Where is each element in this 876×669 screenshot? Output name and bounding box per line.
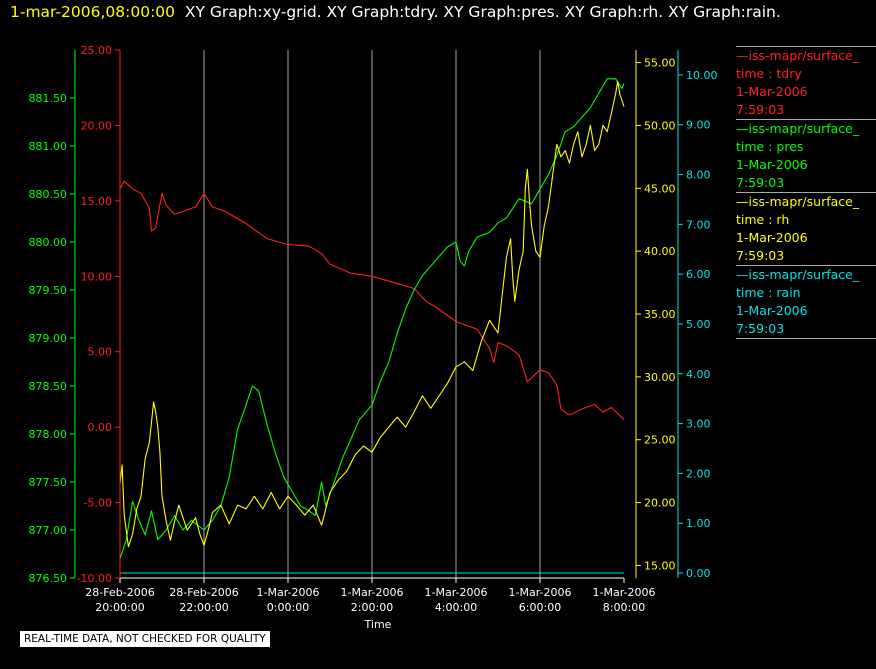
- legend-date: 1-Mar-2006: [736, 230, 808, 245]
- legend-time: 7:59:03: [736, 321, 785, 336]
- series-line-rh: [119, 80, 625, 548]
- rh-tick-label: 30.00: [644, 371, 676, 384]
- legend-source: —iss-mapr/surface_: [736, 121, 860, 136]
- tdry-tick-label: -10.00: [77, 572, 112, 585]
- header: 1-mar-2006,08:00:00 XY Graph:xy-grid. XY…: [10, 3, 781, 25]
- tdry-tick-label: 10.00: [81, 270, 113, 283]
- rain-tick-label: 1.00: [686, 517, 711, 530]
- legend-field: time : rh: [736, 212, 790, 227]
- tdry-tick-label: -5.00: [84, 497, 112, 510]
- series-line-pres: [119, 78, 625, 559]
- rh-tick-label: 35.00: [644, 308, 676, 321]
- x-tick-label: 1-Mar-2006: [425, 586, 488, 599]
- tdry-tick-label: 25.00: [81, 44, 113, 57]
- rh-tick-label: 25.00: [644, 434, 676, 447]
- legend-date: 1-Mar-2006: [736, 84, 808, 99]
- x-tick-label: 28-Feb-2006: [85, 586, 154, 599]
- legend-entry-rain: —iss-mapr/surface_ time : rain 1-Mar-200…: [736, 265, 876, 339]
- x-tick-label: 6:00:00: [519, 601, 561, 614]
- grid-layer: [203, 50, 541, 578]
- pres-tick-label: 880.00: [29, 236, 68, 249]
- rain-tick-label: 7.00: [686, 218, 711, 231]
- axis-layer: 28-Feb-2006 20:00:00 28-Feb-2006 22:00:00 1-…: [29, 44, 718, 614]
- x-tick-label: 20:00:00: [95, 601, 144, 614]
- legend-field: time : rain: [736, 285, 801, 300]
- rh-tick-label: 20.00: [644, 497, 676, 510]
- pres-tick-label: 876.50: [29, 572, 68, 585]
- pres-tick-label: 881.00: [29, 140, 68, 153]
- header-graph-list: XY Graph:xy-grid. XY Graph:tdry. XY Grap…: [184, 3, 781, 21]
- pres-tick-label: 881.50: [29, 92, 68, 105]
- tdry-tick-label: 15.00: [81, 195, 113, 208]
- rh-tick-label: 15.00: [644, 559, 676, 572]
- rain-tick-label: 3.00: [686, 418, 711, 431]
- rh-tick-label: 45.00: [644, 182, 676, 195]
- tdry-tick-label: 20.00: [81, 119, 113, 132]
- x-tick-label: 8:00:00: [603, 601, 645, 614]
- rain-tick-label: 9.00: [686, 119, 711, 132]
- tdry-tick-label: 0.00: [88, 421, 113, 434]
- pres-tick-label: 878.00: [29, 428, 68, 441]
- legend-entry-tdry: —iss-mapr/surface_ time : tdry 1-Mar-200…: [736, 46, 876, 119]
- legend: —iss-mapr/surface_ time : tdry 1-Mar-200…: [736, 46, 876, 339]
- rain-tick-label: 6.00: [686, 268, 711, 281]
- series-line-tdry: [119, 180, 625, 420]
- rain-tick-label: 10.00: [686, 69, 718, 82]
- legend-date: 1-Mar-2006: [736, 157, 808, 172]
- legend-source: —iss-mapr/surface_: [736, 194, 860, 209]
- x-tick-label: 4:00:00: [435, 601, 477, 614]
- legend-date: 1-Mar-2006: [736, 303, 808, 318]
- quality-disclaimer: REAL-TIME DATA, NOT CHECKED FOR QUALITY: [20, 631, 270, 647]
- legend-entry-pres: —iss-mapr/surface_ time : pres 1-Mar-200…: [736, 119, 876, 192]
- rain-tick-label: 8.00: [686, 169, 711, 182]
- tdry-tick-label: 5.00: [88, 346, 113, 359]
- pres-tick-label: 877.00: [29, 524, 68, 537]
- rain-tick-label: 5.00: [686, 318, 711, 331]
- rh-tick-label: 55.00: [644, 57, 676, 70]
- rh-tick-label: 50.00: [644, 119, 676, 132]
- series-layer: [119, 78, 625, 574]
- x-tick-label: 1-Mar-2006: [509, 586, 572, 599]
- pres-tick-label: 879.00: [29, 332, 68, 345]
- x-tick-label: 1-Mar-2006: [257, 586, 320, 599]
- x-axis-label: Time: [364, 618, 392, 631]
- legend-time: 7:59:03: [736, 175, 785, 190]
- pres-tick-label: 877.50: [29, 476, 68, 489]
- pres-tick-label: 880.50: [29, 188, 68, 201]
- x-tick-label: 2:00:00: [351, 601, 393, 614]
- legend-time: 7:59:03: [736, 102, 785, 117]
- x-tick-label: 28-Feb-2006: [169, 586, 238, 599]
- rain-tick-label: 4.00: [686, 368, 711, 381]
- rain-tick-label: 0.00: [686, 567, 711, 580]
- rh-tick-label: 40.00: [644, 245, 676, 258]
- legend-entry-rh: —iss-mapr/surface_ time : rh 1-Mar-2006 …: [736, 192, 876, 265]
- legend-source: —iss-mapr/surface_: [736, 267, 860, 282]
- legend-field: time : pres: [736, 139, 804, 154]
- rain-tick-label: 2.00: [686, 467, 711, 480]
- x-tick-label: 0:00:00: [267, 601, 309, 614]
- legend-field: time : tdry: [736, 66, 802, 81]
- legend-source: —iss-mapr/surface_: [736, 48, 860, 63]
- x-tick-label: 1-Mar-2006: [341, 586, 404, 599]
- pres-tick-label: 878.50: [29, 380, 68, 393]
- x-tick-label: 1-Mar-2006: [593, 586, 656, 599]
- legend-time: 7:59:03: [736, 248, 785, 263]
- x-tick-label: 22:00:00: [179, 601, 228, 614]
- pres-tick-label: 879.50: [29, 284, 68, 297]
- header-time: 1-mar-2006,08:00:00: [10, 3, 176, 21]
